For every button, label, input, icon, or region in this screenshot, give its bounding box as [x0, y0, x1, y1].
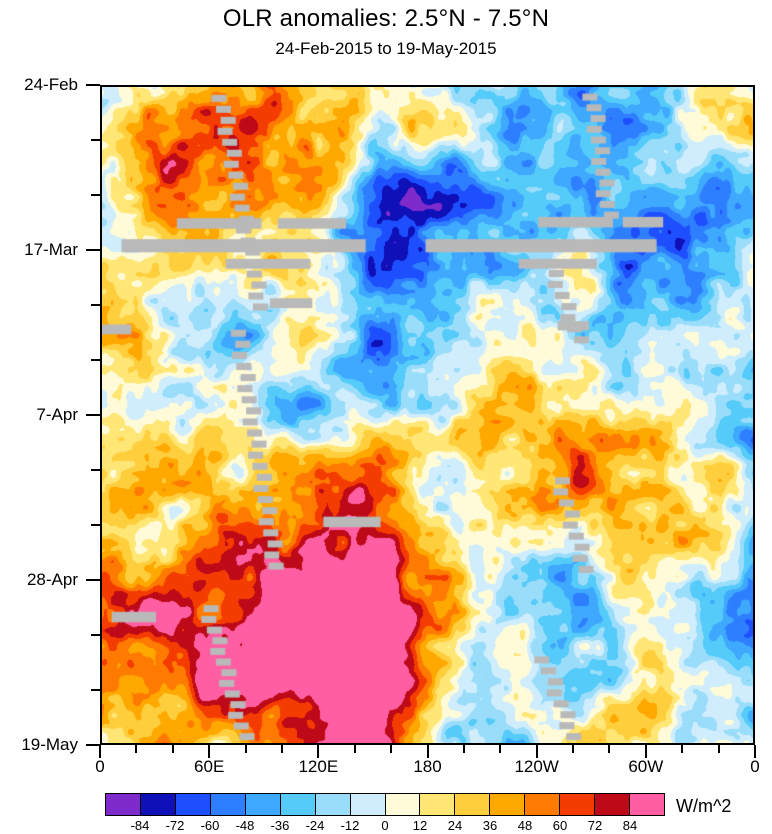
- x-tick-label: 60E: [194, 757, 225, 776]
- colorbar-segment: [525, 794, 561, 815]
- y-tick-label: 28-Apr: [26, 570, 78, 589]
- axis-tick: [208, 745, 211, 758]
- axis-tick: [86, 579, 100, 581]
- axis-tick: [91, 304, 100, 306]
- colorbar-segment: [630, 794, 664, 815]
- colorbar-segment: [175, 794, 211, 815]
- colorbar-segment: [350, 794, 386, 815]
- axis-tick: [91, 194, 100, 196]
- axis-tick: [317, 745, 320, 758]
- colorbar-tick-label: -84: [130, 818, 150, 833]
- axis-tick: [280, 745, 283, 753]
- plot-area: [100, 85, 755, 745]
- y-tick-label: 24-Feb: [24, 75, 78, 94]
- colorbar-units-label: W/m^2: [676, 796, 732, 816]
- axis-tick: [681, 745, 684, 753]
- y-tick-label: 19-May: [21, 735, 78, 754]
- colorbar-segment: [420, 794, 456, 815]
- heatmap-canvas: [102, 87, 753, 743]
- axis-tick: [86, 744, 100, 746]
- x-tick-label: 60W: [628, 757, 664, 776]
- axis-tick: [353, 745, 356, 753]
- colorbar-segment: [280, 794, 316, 815]
- y-axis-labels: 24-Feb 17-Mar 7-Apr 28-Apr 19-May: [0, 75, 86, 754]
- x-axis-labels: 0 60E 120E 180 120W 60W 0: [95, 757, 759, 779]
- axis-tick: [244, 745, 247, 753]
- colorbar-tick-label: 60: [552, 818, 568, 833]
- axis-tick: [91, 689, 100, 691]
- axis-tick: [390, 745, 393, 753]
- colorbar-tick-label: -72: [165, 818, 185, 833]
- y-tick-label: 7-Apr: [36, 405, 78, 424]
- colorbar-tick-label: -24: [305, 818, 325, 833]
- colorbar-segment: [315, 794, 351, 815]
- colorbar-tick-label: 72: [587, 818, 603, 833]
- colorbar-segment: [210, 794, 246, 815]
- axis-tick: [644, 745, 647, 758]
- colorbar-labels: -84 -72 -60 -48 -36 -24 -12 0 12 24 36 4…: [105, 818, 665, 833]
- colorbar-segment: [455, 794, 491, 815]
- colorbar-tick-label: 84: [622, 818, 638, 833]
- x-tick-label: 180: [413, 757, 442, 776]
- colorbar-tick-label: 0: [381, 818, 389, 833]
- colorbar-tick-label: 24: [447, 818, 463, 833]
- axis-tick: [99, 745, 101, 758]
- colorbar-tick-label: -60: [200, 818, 220, 833]
- colorbar-segment: [560, 794, 596, 815]
- axis-tick: [717, 745, 720, 753]
- axis-tick: [86, 249, 100, 251]
- axis-tick: [91, 524, 100, 526]
- axis-tick: [608, 745, 611, 753]
- colorbar-segment: [140, 794, 176, 815]
- axis-tick: [754, 745, 756, 758]
- axis-tick: [462, 745, 465, 753]
- colorbar-segment: [245, 794, 281, 815]
- axis-tick: [86, 84, 100, 86]
- colorbar-segment: [106, 794, 141, 815]
- colorbar: [105, 793, 665, 816]
- axis-tick: [135, 745, 138, 753]
- axis-tick: [171, 745, 174, 753]
- x-tick-label: 120E: [298, 757, 339, 776]
- colorbar-segment: [490, 794, 526, 815]
- axis-tick: [91, 469, 100, 471]
- axis-tick: [499, 745, 502, 753]
- axis-tick: [91, 359, 100, 361]
- x-tick-label: 0: [95, 757, 105, 776]
- colorbar-tick-label: 48: [517, 818, 533, 833]
- axis-tick: [426, 745, 429, 758]
- colorbar-tick-label: -48: [235, 818, 255, 833]
- x-tick-label: 0: [750, 757, 760, 776]
- colorbar-tick-label: -36: [270, 818, 290, 833]
- colorbar-segment: [595, 794, 631, 815]
- axis-tick: [91, 634, 100, 636]
- axis-tick: [535, 745, 538, 758]
- axis-tick: [572, 745, 575, 753]
- chart-title: OLR anomalies: 2.5°N - 7.5°N: [222, 5, 550, 32]
- axis-tick: [91, 139, 100, 141]
- x-tick-label: 120W: [514, 757, 559, 776]
- colorbar-segment: [385, 794, 421, 815]
- y-tick-label: 17-Mar: [24, 240, 78, 259]
- chart-subtitle: 24-Feb-2015 to 19-May-2015: [275, 39, 497, 58]
- colorbar-tick-label: -12: [340, 818, 360, 833]
- axis-tick: [86, 414, 100, 416]
- colorbar-tick-label: 12: [412, 818, 428, 833]
- colorbar-tick-label: 36: [482, 818, 498, 833]
